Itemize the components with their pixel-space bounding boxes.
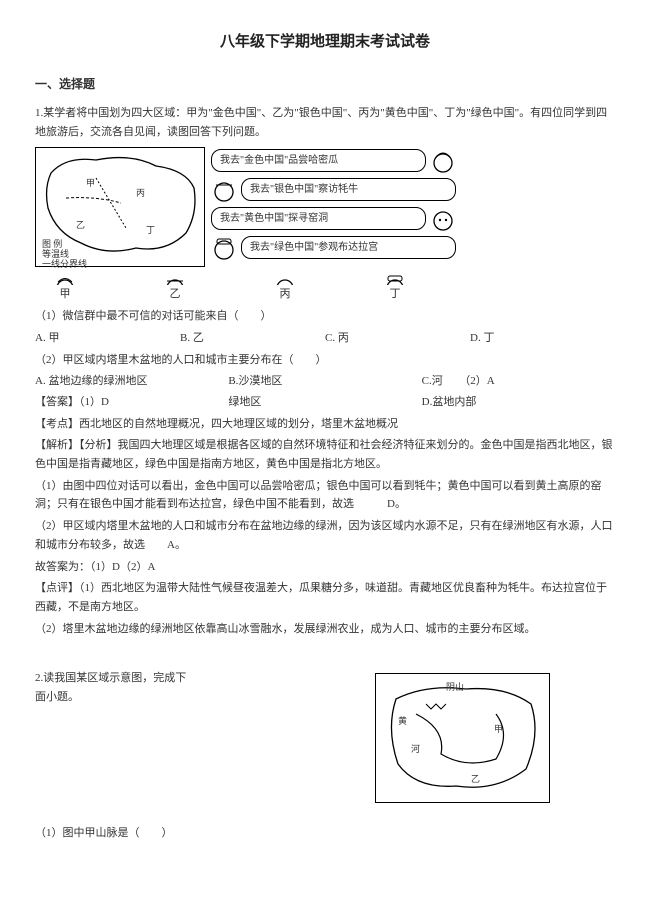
avatar-label: 甲 — [60, 285, 71, 304]
region-map: 阴山 黄 河 甲 乙 — [375, 673, 550, 803]
map-label-jia: 甲 — [86, 176, 95, 191]
opt-b: B. 乙 — [180, 329, 325, 348]
map-legend: 图 例 等温线 一线分界线 — [42, 240, 87, 270]
opt-a: A. 甲 — [35, 329, 180, 348]
q2-intro: 2.读我国某区域示意图，完成下面小题。 — [35, 669, 195, 706]
avatar-ding: 丁 — [380, 273, 410, 303]
q2-row: 2.读我国某区域示意图，完成下面小题。 阴山 黄 河 甲 乙 — [35, 669, 615, 803]
q1-intro: 1.某学者将中国划为四大区域：甲为"金色中国"、乙为"银色中国"、丙为"黄色中国… — [35, 104, 615, 141]
map2-r1: 黄 — [398, 714, 407, 729]
q1-sub2-options-1: A. 盆地边缘的绿洲地区 B.沙漠地区 C.河 （2）A — [35, 372, 615, 391]
speech-d: 我去"绿色中国"参观布达拉宫 — [241, 236, 456, 259]
q1-sub2: （2）甲区域内塔里木盆地的人口和城市主要分布在（ ） — [35, 351, 615, 370]
face-icon — [430, 147, 456, 173]
opt-c: C.河 （2）A — [422, 372, 615, 391]
opt-d-text: 绿地区 — [228, 393, 421, 412]
avatar-label: 丙 — [280, 285, 291, 304]
map-label-ding: 丁 — [146, 223, 155, 238]
map2-r2: 河 — [411, 742, 420, 757]
gu-answer: 故答案为：（1）D（2）A — [35, 558, 615, 577]
opt-e: D.盆地内部 — [422, 393, 615, 412]
avatar-jia: 甲 — [50, 273, 80, 303]
jiexi-2: （1）由图中四位对话可以看出，金色中国可以品尝哈密瓜；银色中国可以看到牦牛；黄色… — [35, 477, 615, 514]
q1-answer-row: 【答案】（1）D 绿地区 D.盆地内部 — [35, 393, 615, 412]
face-icon — [211, 176, 237, 202]
dianping-2: （2）塔里木盆地边缘的绿洲地区依靠高山冰雪融水，发展绿洲农业，成为人口、城市的主… — [35, 620, 615, 639]
speech-a: 我去"金色中国"品尝哈密瓜 — [211, 149, 426, 172]
page-title: 八年级下学期地理期末考试试卷 — [35, 30, 615, 56]
speech-c: 我去"黄色中国"探寻窑洞 — [211, 207, 426, 230]
face-icon — [211, 234, 237, 260]
map-label-yi: 乙 — [76, 218, 85, 233]
map2-yi: 乙 — [471, 772, 480, 787]
avatar-row: 甲 乙 丙 丁 — [50, 273, 615, 303]
q1-sub1-options: A. 甲 B. 乙 C. 丙 D. 丁 — [35, 329, 615, 348]
opt-b: B.沙漠地区 — [228, 372, 421, 391]
avatar-label: 乙 — [170, 285, 181, 304]
avatar-bing: 丙 — [270, 273, 300, 303]
map2-jia: 甲 — [494, 722, 503, 737]
dianping-1: 【点评】（1）西北地区为温带大陆性气候昼夜温差大，瓜果糖分多，味道甜。青藏地区优… — [35, 579, 615, 616]
face-icon — [430, 205, 456, 231]
map2-top: 阴山 — [446, 680, 464, 695]
jiexi-3: （2）甲区域内塔里木盆地的人口和城市分布在盆地边缘的绿洲，因为该区域内水源不足，… — [35, 517, 615, 554]
kaodian: 【考点】西北地区的自然地理概况，四大地理区域的划分，塔里木盆地概况 — [35, 415, 615, 434]
answer1: 【答案】（1）D — [35, 393, 228, 412]
speech-b: 我去"银色中国"察访牦牛 — [241, 178, 456, 201]
avatar-label: 丁 — [390, 285, 401, 304]
opt-d: D. 丁 — [470, 329, 615, 348]
opt-c: C. 丙 — [325, 329, 470, 348]
section-heading: 一、选择题 — [35, 74, 615, 94]
jiexi-1: 【解析】【分析】我国四大地理区域是根据各区域的自然环境特征和社会经济特征来划分的… — [35, 436, 615, 473]
opt-a: A. 盆地边缘的绿洲地区 — [35, 372, 228, 391]
china-map: 甲 乙 丙 丁 图 例 等温线 一线分界线 — [35, 147, 205, 267]
q1-sub1: （1）微信群中最不可信的对话可能来自（ ） — [35, 307, 615, 326]
map-label-bing: 丙 — [136, 186, 145, 201]
q1-figure: 甲 乙 丙 丁 图 例 等温线 一线分界线 我去"金色中国"品尝哈密瓜 我去"银… — [35, 147, 615, 267]
speech-column: 我去"金色中国"品尝哈密瓜 我去"银色中国"察访牦牛 我去"黄色中国"探寻窑洞 … — [211, 147, 456, 260]
avatar-yi: 乙 — [160, 273, 190, 303]
q2-sub1: （1）图中甲山脉是（ ） — [35, 824, 615, 843]
